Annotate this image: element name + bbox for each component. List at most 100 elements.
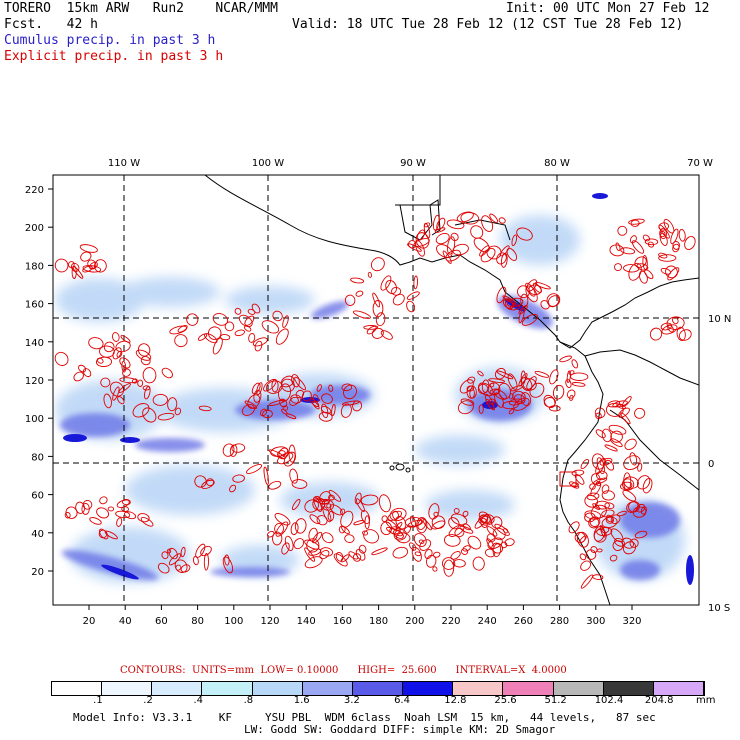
explicit-precip-contour — [659, 228, 667, 240]
explicit-precip-contour — [360, 510, 371, 524]
explicit-precip-contour — [312, 531, 323, 544]
explicit-precip-contour — [480, 248, 496, 263]
explicit-precip-contour — [569, 394, 574, 401]
explicit-precip-contour — [65, 506, 78, 519]
explicit-precip-contour — [360, 494, 379, 506]
explicit-precip-contour — [634, 407, 646, 419]
explicit-precip-contour — [268, 399, 285, 406]
explicit-precip-contour — [289, 396, 299, 406]
explicit-precip-contour — [343, 384, 357, 400]
explicit-precip-contour — [596, 548, 603, 553]
explicit-precip-contour — [486, 526, 498, 537]
explicit-precip-contour — [621, 478, 635, 491]
y-tick-label: 140 — [25, 338, 44, 349]
explicit-precip-contour — [168, 553, 182, 566]
explicit-precip-contour — [571, 469, 585, 477]
explicit-precip-contour — [610, 438, 623, 448]
precip-map: 20 40 60 80 100 120 140 160 180 200 220 240 260 280 30… — [25, 158, 731, 627]
explicit-precip-contour — [120, 335, 131, 343]
explicit-precip-contour — [132, 403, 150, 418]
explicit-precip-contour — [275, 328, 289, 345]
explicit-precip-contour — [676, 326, 686, 341]
forecast-hour: Fcst. 42 h — [4, 17, 98, 32]
explicit-precip-contour — [131, 378, 138, 384]
explicit-precip-contour — [499, 245, 510, 257]
explicit-precip-contour — [585, 549, 597, 560]
explicit-precip-contour — [229, 484, 237, 493]
explicit-precip-contour — [252, 337, 268, 347]
explicit-precip-contour — [142, 407, 157, 423]
explicit-precip-contour — [222, 443, 235, 457]
x-tick-label: 20 — [83, 616, 96, 627]
explicit-precip-contour — [452, 559, 466, 568]
explicit-precip-contour — [321, 499, 335, 511]
explicit-precip-contour — [340, 403, 352, 418]
lat-label-0: 0 — [708, 459, 714, 470]
lon-label-90w: 90 W — [400, 158, 426, 169]
explicit-precip-contour — [620, 247, 636, 255]
explicit-precip-contour — [526, 279, 538, 292]
explicit-precip-contour — [392, 293, 405, 306]
explicit-precip-contour — [115, 340, 131, 353]
explicit-precip-contour — [494, 367, 506, 380]
legend-label: .1 — [93, 695, 103, 706]
explicit-precip-contour — [241, 404, 255, 416]
explicit-precip-contour — [107, 506, 115, 512]
explicit-precip-contour — [389, 526, 401, 535]
explicit-precip-contour — [328, 384, 334, 392]
explicit-precip-contour — [78, 364, 87, 373]
explicit-precip-contour — [443, 559, 455, 577]
model-info-line: Model Info: V3.3.1 KF YSU PBL WDM 6class… — [73, 711, 656, 724]
explicit-precip-contour — [589, 516, 601, 527]
explicit-precip-contour — [212, 313, 229, 326]
explicit-precip-contour — [248, 332, 256, 343]
explicit-precip-contour — [540, 300, 550, 310]
explicit-precip-contour — [642, 234, 651, 242]
explicit-precip-contour — [244, 315, 255, 326]
x-tick-label: 60 — [155, 616, 168, 627]
explicit-precip-contour — [413, 533, 427, 547]
explicit-precip-contour — [511, 234, 518, 247]
explicit-precip-contour — [667, 267, 680, 281]
x-tick-label: 260 — [514, 616, 533, 627]
x-tick-label: 320 — [622, 616, 641, 627]
explicit-precip-contour — [352, 400, 363, 412]
explicit-precip-contour — [88, 337, 104, 350]
legend-label: .8 — [243, 695, 254, 706]
explicit-precip-contour — [629, 452, 638, 466]
explicit-precip-contour — [344, 294, 356, 306]
explicit-precip-contour — [406, 300, 416, 313]
explicit-precip-contour — [82, 265, 93, 273]
explicit-precip-contour — [459, 379, 474, 394]
explicit-precip-contour — [340, 510, 354, 528]
x-tick-label: 120 — [260, 616, 279, 627]
legend-swatch — [603, 682, 654, 695]
explicit-precip-contour — [161, 367, 173, 379]
right-latitude-labels: 10 N 0 10 S — [708, 314, 731, 614]
explicit-precip-contour — [518, 373, 528, 387]
explicit-precip-contour — [291, 374, 300, 388]
explicit-precip-contour — [593, 525, 605, 542]
explicit-precip-contour — [290, 394, 302, 404]
x-tick-label: 100 — [224, 616, 243, 627]
explicit-precip-contour — [224, 321, 235, 332]
explicit-precip-contour — [282, 405, 289, 411]
explicit-precip-contour — [513, 394, 526, 404]
explicit-precip-contour — [406, 291, 420, 300]
explicit-precip-contour — [422, 519, 432, 531]
explicit-precip-contour — [98, 529, 108, 539]
explicit-precip-contour — [442, 250, 452, 264]
explicit-precip-contour — [64, 511, 71, 519]
explicit-precip-contour — [278, 447, 289, 460]
legend-labels: .1 .2 .4 .8 1.6 3.2 6.4 12.8 25.6 51.2 102.4 204.8 — [51, 695, 703, 707]
explicit-precip-contour — [672, 316, 679, 325]
explicit-precip-contour — [470, 225, 484, 239]
explicit-precip-contour — [309, 514, 321, 525]
explicit-field-label: Explicit precip. in past 3 h — [4, 49, 224, 64]
explicit-precip-contour — [259, 408, 268, 417]
explicit-precip-contour — [393, 529, 407, 541]
explicit-precip-contour — [604, 502, 615, 510]
explicit-precip-contour — [596, 457, 605, 475]
explicit-precip-contour — [328, 494, 335, 501]
explicit-precip-contour — [312, 497, 326, 511]
